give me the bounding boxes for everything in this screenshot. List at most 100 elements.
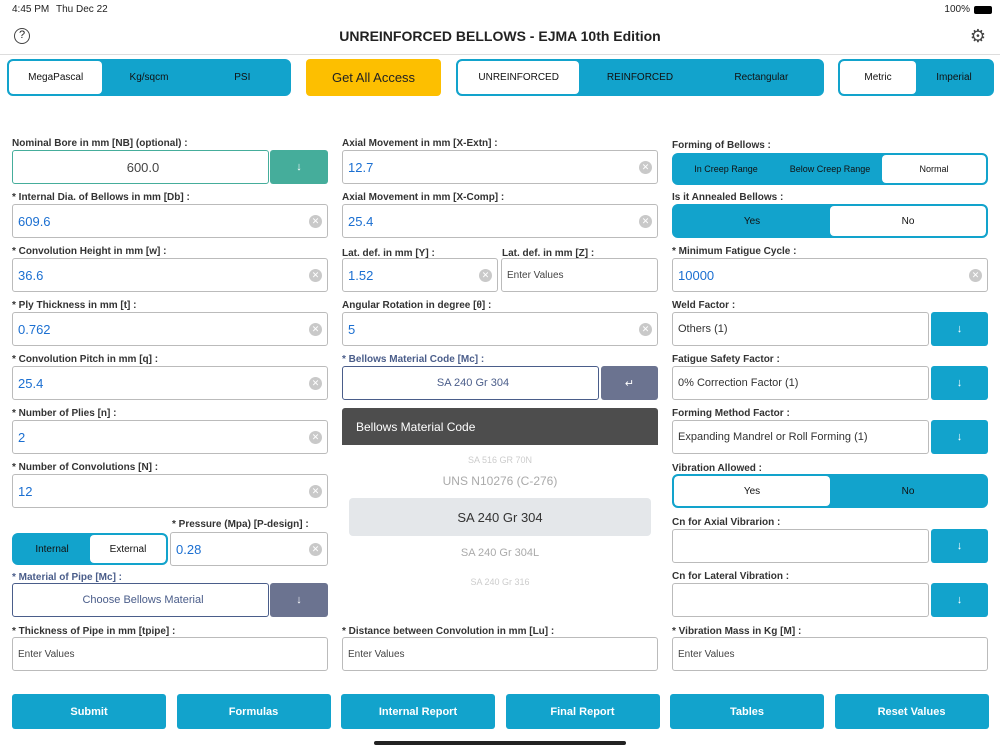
dropdown-field[interactable]: Others (1): [672, 312, 929, 346]
pressure-type-selector[interactable]: Internal External: [12, 533, 168, 565]
clear-icon[interactable]: ✕: [639, 215, 652, 228]
fatigue-input[interactable]: 10000 ✕: [672, 258, 988, 292]
dropdown-label: Forming Method Factor :: [672, 408, 790, 419]
vibration-label: Vibration Allowed :: [672, 463, 763, 474]
cn-axial-field[interactable]: [672, 529, 929, 563]
dropdown-button[interactable]: ↓: [931, 312, 988, 346]
forming-selector-option[interactable]: Normal: [882, 155, 986, 183]
bellows-type-selector-option[interactable]: Rectangular: [734, 72, 789, 83]
home-indicator: [374, 741, 626, 745]
vibration-selector-option[interactable]: Yes: [674, 476, 830, 506]
unit-selector[interactable]: MegaPascal Kg/sqcm PSI: [7, 59, 291, 96]
footer-button-reset-values[interactable]: Reset Values: [834, 694, 989, 729]
pressure-input[interactable]: 0.28 ✕: [170, 532, 328, 566]
cn-axial-button[interactable]: ↓: [931, 529, 988, 563]
lat-y-label: Lat. def. in mm [Y] :: [342, 248, 435, 259]
footer-button-tables[interactable]: Tables: [670, 694, 824, 729]
picker-header: Bellows Material Code: [342, 408, 658, 445]
status-date: Thu Dec 22: [56, 4, 108, 15]
field-input[interactable]: 25.4 ✕: [12, 366, 328, 400]
unit-selector-option[interactable]: MegaPascal: [9, 61, 103, 94]
mass-input[interactable]: Enter Values: [672, 637, 988, 671]
picker-item[interactable]: SA 240 Gr 316: [470, 577, 530, 587]
dropdown-field[interactable]: Expanding Mandrel or Roll Forming (1): [672, 420, 929, 454]
material-input[interactable]: Choose Bellows Material: [12, 583, 269, 617]
picker-item[interactable]: SA 240 Gr 304L: [460, 547, 540, 559]
nb-dropdown-button[interactable]: ↓: [270, 150, 328, 184]
unit-system-selector[interactable]: Metric Imperial: [838, 59, 994, 96]
field-input[interactable]: 36.6 ✕: [12, 258, 328, 292]
nb-input[interactable]: 600.0: [12, 150, 269, 184]
unit-selector-option[interactable]: PSI: [234, 72, 251, 83]
settings-icon[interactable]: ⚙: [969, 26, 986, 46]
clear-icon[interactable]: ✕: [479, 269, 492, 282]
vibration-selector-option[interactable]: No: [901, 485, 915, 497]
lu-input[interactable]: Enter Values: [342, 637, 658, 671]
annealed-selector-option[interactable]: Yes: [743, 215, 761, 227]
unit-system-selector-option[interactable]: Imperial: [936, 72, 972, 83]
clear-icon[interactable]: ✕: [639, 323, 652, 336]
thickness-label: * Thickness of Pipe in mm [tpipe] :: [12, 626, 176, 637]
footer-button-final-report[interactable]: Final Report: [505, 694, 660, 729]
forming-label: Forming of Bellows :: [672, 140, 771, 151]
help-icon[interactable]: ?: [14, 28, 30, 44]
field-label: * Ply Thickness in mm [t] :: [12, 300, 137, 311]
enter-button[interactable]: ↵: [601, 366, 658, 400]
field-input[interactable]: 12.7 ✕: [342, 150, 658, 184]
footer-button-internal-report[interactable]: Internal Report: [341, 694, 495, 729]
battery-icon: [974, 6, 992, 14]
clear-icon[interactable]: ✕: [969, 269, 982, 282]
forming-selector-option[interactable]: In Creep Range: [694, 164, 758, 174]
pressure-label: * Pressure (Mpa) [P-design] :: [172, 519, 309, 530]
field-input[interactable]: 2 ✕: [12, 420, 328, 454]
field-input[interactable]: 609.6 ✕: [12, 204, 328, 238]
clear-icon[interactable]: ✕: [309, 215, 322, 228]
clear-icon[interactable]: ✕: [309, 431, 322, 444]
angular-input[interactable]: 5 ✕: [342, 312, 658, 346]
annealed-selector-option[interactable]: No: [830, 206, 986, 236]
forming-selector[interactable]: In Creep Range Below Creep Range Normal: [672, 153, 988, 185]
bellows-type-selector-option[interactable]: REINFORCED: [606, 72, 674, 83]
clear-icon[interactable]: ✕: [309, 377, 322, 390]
material-dropdown-button[interactable]: ↓: [270, 583, 328, 617]
vibration-selector[interactable]: Yes No: [672, 474, 988, 508]
clear-icon[interactable]: ✕: [309, 323, 322, 336]
picker-item[interactable]: SA 240 Gr 304: [349, 498, 651, 536]
status-time: 4:45 PM: [12, 4, 50, 15]
material-code-input[interactable]: SA 240 Gr 304: [342, 366, 599, 400]
clear-icon[interactable]: ✕: [309, 543, 322, 556]
picker-item[interactable]: UNS N10276 (C-276): [442, 474, 558, 488]
field-label: * Internal Dia. of Bellows in mm [Db] :: [12, 192, 190, 203]
lat-z-label: Lat. def. in mm [Z] :: [502, 248, 595, 259]
field-label: Axial Movement in mm [X-Comp] :: [342, 192, 505, 203]
field-input[interactable]: 12 ✕: [12, 474, 328, 508]
field-label: Axial Movement in mm [X-Extn] :: [342, 138, 498, 149]
unit-system-selector-option[interactable]: Metric: [840, 61, 916, 94]
field-input[interactable]: 0.762 ✕: [12, 312, 328, 346]
battery-level: 100%: [944, 4, 970, 15]
clear-icon[interactable]: ✕: [309, 485, 322, 498]
clear-icon[interactable]: ✕: [639, 161, 652, 174]
pressure-type-selector-option[interactable]: External: [90, 535, 166, 563]
lat-z-input[interactable]: Enter Values: [501, 258, 658, 292]
thickness-input[interactable]: Enter Values: [12, 637, 328, 671]
dropdown-button[interactable]: ↓: [931, 366, 988, 400]
clear-icon[interactable]: ✕: [309, 269, 322, 282]
dropdown-label: Fatigue Safety Factor :: [672, 354, 780, 365]
lat-y-input[interactable]: 1.52 ✕: [342, 258, 498, 292]
cn-lateral-field[interactable]: [672, 583, 929, 617]
pressure-type-selector-option[interactable]: Internal: [35, 543, 69, 555]
dropdown-field[interactable]: 0% Correction Factor (1): [672, 366, 929, 400]
footer-button-formulas[interactable]: Formulas: [176, 694, 331, 729]
dropdown-button[interactable]: ↓: [931, 420, 988, 454]
forming-selector-option[interactable]: Below Creep Range: [789, 164, 871, 174]
get-all-access-button[interactable]: Get All Access: [306, 59, 441, 96]
field-input[interactable]: 25.4 ✕: [342, 204, 658, 238]
unit-selector-option[interactable]: Kg/sqcm: [129, 72, 169, 83]
bellows-type-selector-option[interactable]: UNREINFORCED: [458, 61, 580, 94]
picker-item[interactable]: SA 516 GR 70N: [467, 455, 533, 465]
annealed-selector[interactable]: Yes No: [672, 204, 988, 238]
cn-lateral-button[interactable]: ↓: [931, 583, 988, 617]
footer-button-submit[interactable]: Submit: [12, 694, 166, 729]
bellows-type-selector[interactable]: UNREINFORCED REINFORCED Rectangular: [456, 59, 824, 96]
